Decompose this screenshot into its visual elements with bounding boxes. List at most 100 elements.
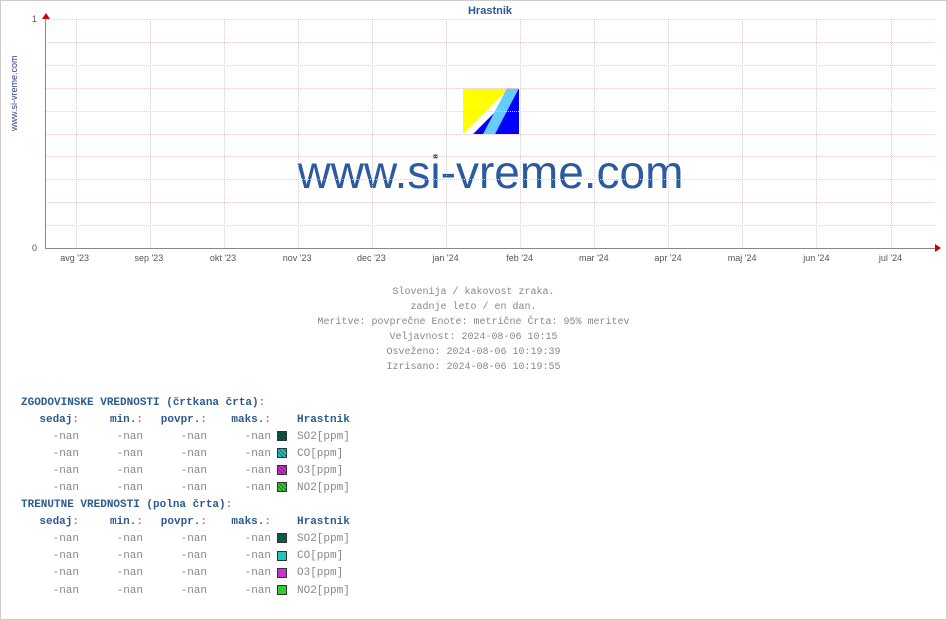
gridline-h-minor	[46, 88, 935, 89]
col-avg: povpr.:	[143, 514, 207, 531]
gridline-v	[594, 19, 595, 248]
table-row: -nan-nan-nan-nanSO2[ppm]	[21, 429, 350, 446]
cell-max: -nan	[207, 548, 271, 565]
color-swatch	[277, 533, 287, 543]
col-now: sedaj:	[21, 514, 79, 531]
metadata-block: Slovenija / kakovost zraka. zadnje leto …	[1, 285, 946, 375]
cell-label: SO2[ppm]	[293, 531, 350, 548]
gridline-v	[742, 19, 743, 248]
y-tick: 1	[32, 14, 37, 24]
cell-label: O3[ppm]	[293, 565, 343, 582]
color-swatch	[277, 431, 287, 441]
table-row: -nan-nan-nan-nanO3[ppm]	[21, 565, 350, 582]
cell-max: -nan	[207, 463, 271, 480]
cell-label: NO2[ppm]	[293, 583, 350, 600]
table-row: -nan-nan-nan-nanCO[ppm]	[21, 548, 350, 565]
gridline-v	[150, 19, 151, 248]
cell-max: -nan	[207, 565, 271, 582]
col-avg: povpr.:	[143, 412, 207, 429]
gridline-v	[76, 19, 77, 248]
cell-now: -nan	[21, 463, 79, 480]
meta-line-1: Slovenija / kakovost zraka.	[1, 285, 946, 300]
meta-line-5: Osveženo: 2024-08-06 10:19:39	[1, 345, 946, 360]
cell-min: -nan	[79, 429, 143, 446]
gridline-v	[816, 19, 817, 248]
cell-label: NO2[ppm]	[293, 480, 350, 497]
gridline-v	[891, 19, 892, 248]
gridline-h-minor	[46, 225, 935, 226]
cell-avg: -nan	[143, 548, 207, 565]
cell-min: -nan	[79, 463, 143, 480]
col-site: Hrastnik	[293, 412, 350, 429]
color-swatch	[277, 448, 287, 458]
gridline-h-minor	[46, 156, 935, 157]
color-swatch	[277, 585, 287, 595]
table-row: -nan-nan-nan-nanNO2[ppm]	[21, 480, 350, 497]
gridline-v	[668, 19, 669, 248]
cell-now: -nan	[21, 429, 79, 446]
x-tick: dec '23	[357, 253, 386, 263]
chart-title: Hrastnik	[45, 5, 935, 17]
x-tick: feb '24	[506, 253, 533, 263]
gridline-v	[224, 19, 225, 248]
cell-now: -nan	[21, 583, 79, 600]
x-axis-arrow	[935, 244, 941, 252]
x-tick: maj '24	[728, 253, 757, 263]
gridline-h	[46, 19, 935, 20]
x-tick: mar '24	[579, 253, 609, 263]
cell-now: -nan	[21, 446, 79, 463]
gridline-v	[520, 19, 521, 248]
gridline-h-minor	[46, 111, 935, 112]
cell-min: -nan	[79, 531, 143, 548]
color-swatch	[277, 465, 287, 475]
curr-section-title: TRENUTNE VREDNOSTI (polna črta):	[21, 497, 350, 514]
gridline-h-minor	[46, 179, 935, 180]
cell-now: -nan	[21, 531, 79, 548]
y-tick: 0	[32, 243, 37, 253]
table-row: -nan-nan-nan-nanNO2[ppm]	[21, 583, 350, 600]
table-header: sedaj:min.:povpr.:maks.:Hrastnik	[21, 514, 350, 531]
x-tick: jun '24	[803, 253, 829, 263]
cell-label: O3[ppm]	[293, 463, 343, 480]
x-tick: avg '23	[60, 253, 89, 263]
cell-label: CO[ppm]	[293, 548, 343, 565]
y-axis-label: www.si-vreme.com	[9, 55, 19, 131]
gridline-h-minor	[46, 65, 935, 66]
cell-max: -nan	[207, 480, 271, 497]
watermark-text: www.si-vreme.com	[298, 145, 684, 199]
cell-max: -nan	[207, 446, 271, 463]
table-row: -nan-nan-nan-nanO3[ppm]	[21, 463, 350, 480]
table-row: -nan-nan-nan-nanSO2[ppm]	[21, 531, 350, 548]
cell-max: -nan	[207, 429, 271, 446]
x-axis: avg '23sep '23okt '23nov '23dec '23jan '…	[45, 249, 935, 265]
cell-now: -nan	[21, 548, 79, 565]
gridline-h-minor	[46, 134, 935, 135]
cell-avg: -nan	[143, 480, 207, 497]
col-now: sedaj:	[21, 412, 79, 429]
color-swatch	[277, 482, 287, 492]
cell-min: -nan	[79, 565, 143, 582]
col-min: min.:	[79, 412, 143, 429]
gridline-h-minor	[46, 42, 935, 43]
gridline-v	[446, 19, 447, 248]
cell-label: SO2[ppm]	[293, 429, 350, 446]
meta-line-6: Izrisano: 2024-08-06 10:19:55	[1, 360, 946, 375]
cell-min: -nan	[79, 548, 143, 565]
table-header: sedaj:min.:povpr.:maks.:Hrastnik	[21, 412, 350, 429]
meta-line-2: zadnje leto / en dan.	[1, 300, 946, 315]
meta-line-4: Veljavnost: 2024-08-06 10:15	[1, 330, 946, 345]
col-min: min.:	[79, 514, 143, 531]
gridline-h-minor	[46, 202, 935, 203]
col-max: maks.:	[207, 514, 271, 531]
x-tick: okt '23	[210, 253, 236, 263]
cell-min: -nan	[79, 583, 143, 600]
x-tick: jan '24	[432, 253, 458, 263]
gridline-v	[372, 19, 373, 248]
cell-avg: -nan	[143, 446, 207, 463]
cell-avg: -nan	[143, 463, 207, 480]
x-tick: sep '23	[134, 253, 163, 263]
color-swatch	[277, 551, 287, 561]
gridline-v	[298, 19, 299, 248]
hist-section-title: ZGODOVINSKE VREDNOSTI (črtkana črta):	[21, 395, 350, 412]
table-row: -nan-nan-nan-nanCO[ppm]	[21, 446, 350, 463]
